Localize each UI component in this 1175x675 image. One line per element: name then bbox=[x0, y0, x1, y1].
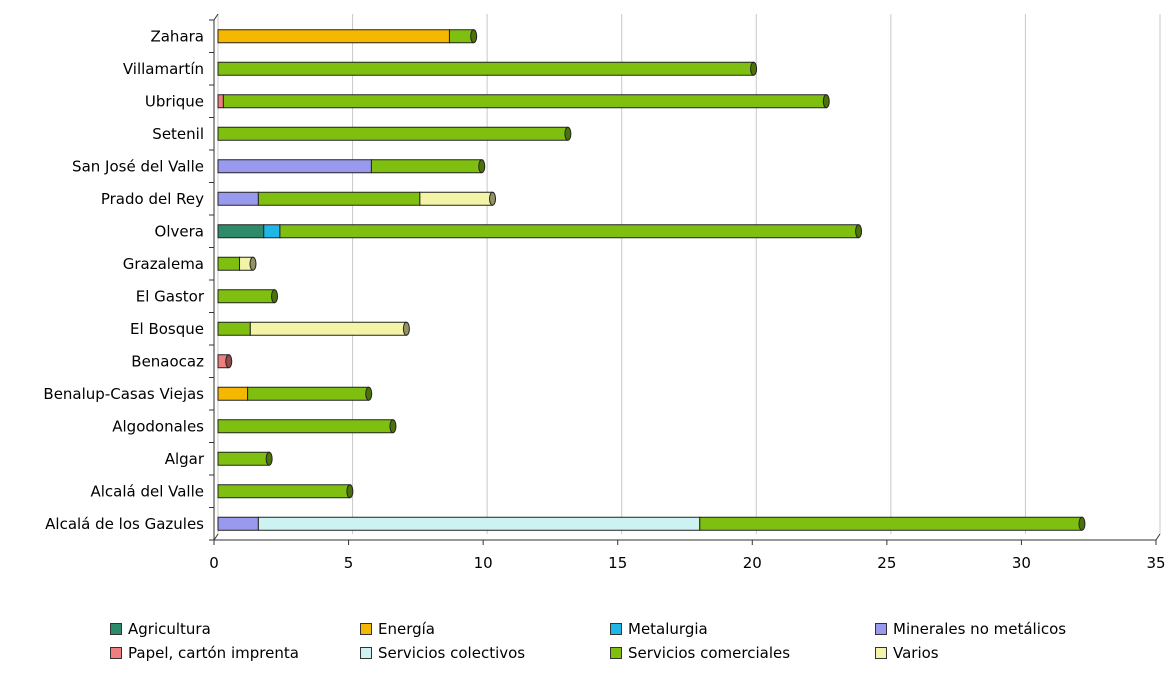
floor-edge bbox=[213, 533, 219, 541]
legend-item: Energía bbox=[360, 620, 435, 638]
legend-swatch bbox=[610, 647, 622, 659]
bar-end-cap bbox=[470, 29, 478, 44]
legend-item: Varios bbox=[875, 644, 939, 662]
legend-label: Metalurgia bbox=[628, 620, 708, 638]
x-tick-label: 5 bbox=[344, 554, 354, 572]
category-label: Olvera bbox=[155, 222, 204, 240]
bar-segment bbox=[263, 224, 281, 239]
bar-segment bbox=[699, 516, 1083, 531]
bar-end-cap bbox=[346, 484, 354, 499]
category-label: Algar bbox=[165, 450, 205, 468]
top-edge bbox=[213, 13, 219, 21]
x-tick-label: 15 bbox=[608, 554, 627, 572]
bar-segment bbox=[217, 289, 276, 304]
category-label: Zahara bbox=[150, 27, 204, 45]
bar-segment bbox=[247, 386, 370, 401]
x-tick-label: 10 bbox=[474, 554, 493, 572]
bar-end-cap bbox=[389, 419, 397, 434]
bar-segment bbox=[217, 484, 351, 499]
bar-end-cap bbox=[365, 386, 373, 401]
legend-label: Varios bbox=[893, 644, 939, 662]
bar-end-cap bbox=[271, 289, 279, 304]
legend-item: Papel, cartón imprenta bbox=[110, 644, 299, 662]
category-label: Villamartín bbox=[123, 60, 204, 78]
legend-label: Papel, cartón imprenta bbox=[128, 644, 299, 662]
legend-item: Minerales no metálicos bbox=[875, 620, 1066, 638]
x-tick-label: 30 bbox=[1012, 554, 1031, 572]
bars bbox=[217, 29, 1086, 531]
legend-label: Minerales no metálicos bbox=[893, 620, 1067, 638]
category-label: El Gastor bbox=[136, 287, 205, 305]
grid-lines bbox=[352, 14, 1161, 534]
bar-segment bbox=[217, 94, 224, 109]
legend-label: Energía bbox=[378, 620, 435, 638]
bar-segment bbox=[217, 321, 251, 336]
category-labels: Zahara Villamartín Ubrique Setenil San José … bbox=[43, 27, 204, 533]
x-tick-label: 35 bbox=[1146, 554, 1165, 572]
bar-segment bbox=[279, 224, 860, 239]
x-tick-labels: 0 5 10 15 20 25 30 35 bbox=[209, 554, 1165, 572]
bar-end-cap bbox=[249, 256, 257, 271]
bar-end-cap bbox=[822, 94, 830, 109]
bar-segment bbox=[217, 386, 249, 401]
bar-end-cap bbox=[478, 159, 486, 174]
legend-item: Agricultura bbox=[110, 620, 211, 638]
bar-end-cap bbox=[265, 451, 273, 466]
category-label: Ubrique bbox=[145, 92, 204, 110]
category-label: Algodonales bbox=[112, 417, 204, 435]
legend-item: Metalurgia bbox=[610, 620, 708, 638]
category-label: Benalup-Casas Viejas bbox=[43, 385, 204, 403]
bar-segment bbox=[217, 451, 270, 466]
bar-segment bbox=[217, 191, 259, 206]
x-tick-label: 25 bbox=[877, 554, 896, 572]
category-label: Setenil bbox=[152, 125, 204, 143]
bar-end-cap bbox=[855, 224, 863, 239]
category-label: Benaocaz bbox=[131, 352, 204, 370]
bar-end-cap bbox=[402, 321, 410, 336]
bar-segment bbox=[217, 256, 241, 271]
bar-segment bbox=[448, 29, 475, 44]
legend-label: Servicios colectivos bbox=[378, 644, 526, 662]
bar-segment bbox=[257, 516, 701, 531]
bar-segment bbox=[419, 191, 494, 206]
bar-segment bbox=[217, 126, 569, 141]
legend-label: Agricultura bbox=[128, 620, 211, 638]
category-label: Alcalá de los Gazules bbox=[45, 515, 204, 533]
bar-segment bbox=[217, 159, 372, 174]
right-floor-edge bbox=[1155, 533, 1161, 541]
x-tick-label: 20 bbox=[743, 554, 762, 572]
legend-label: Servicios comerciales bbox=[628, 644, 791, 662]
category-label: Prado del Rey bbox=[101, 190, 204, 208]
legend-swatch bbox=[875, 623, 887, 635]
bar-segment bbox=[370, 159, 483, 174]
bar-segment bbox=[257, 191, 421, 206]
bar-segment bbox=[217, 516, 259, 531]
bar-segment bbox=[217, 419, 394, 434]
bar-end-cap bbox=[225, 354, 233, 369]
legend-item: Servicios colectivos bbox=[360, 644, 525, 662]
x-tick-label: 0 bbox=[209, 554, 219, 572]
bar-segment bbox=[249, 321, 407, 336]
legend-swatch bbox=[110, 623, 122, 635]
legend-item: Servicios comerciales bbox=[610, 644, 790, 662]
legend-swatch bbox=[610, 623, 622, 635]
bar-end-cap bbox=[489, 191, 497, 206]
bar-end-cap bbox=[750, 61, 758, 76]
legend-swatch bbox=[875, 647, 887, 659]
category-label: Alcalá del Valle bbox=[90, 482, 204, 500]
legend-swatch bbox=[110, 647, 122, 659]
legend-swatch bbox=[360, 623, 372, 635]
category-label: Grazalema bbox=[123, 255, 204, 273]
axes bbox=[209, 13, 1161, 545]
bar-end-cap bbox=[564, 126, 572, 141]
bar-segment bbox=[222, 94, 827, 109]
bar-segment bbox=[217, 224, 265, 239]
bar-segment bbox=[217, 61, 755, 76]
legend-swatch bbox=[360, 647, 372, 659]
category-label: San José del Valle bbox=[72, 157, 204, 175]
category-label: El Bosque bbox=[130, 320, 204, 338]
bar-segment bbox=[217, 29, 450, 44]
bar-end-cap bbox=[1078, 516, 1086, 531]
